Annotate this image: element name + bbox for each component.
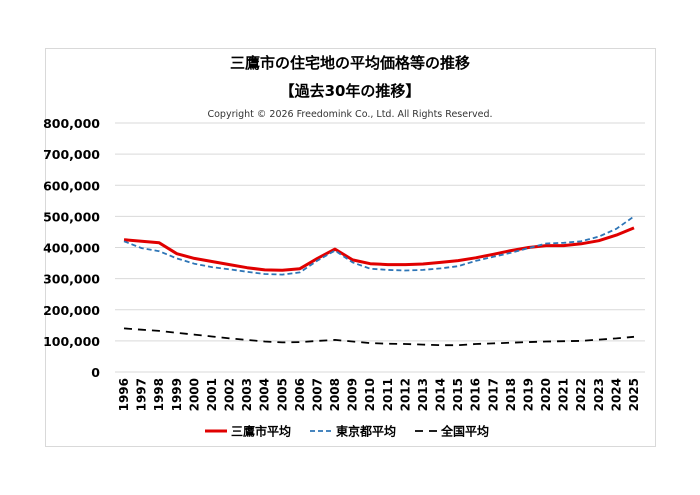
y-tick-label: 800,000 <box>43 116 100 131</box>
x-tick-label: 1997 <box>135 378 149 411</box>
x-tick-label: 2006 <box>293 378 307 411</box>
x-tick-label: 2005 <box>275 378 289 411</box>
x-tick-label: 2021 <box>557 378 571 411</box>
y-tick-label: 700,000 <box>43 147 100 162</box>
x-tick-label: 2020 <box>539 378 553 411</box>
x-tick-label: 1998 <box>152 378 166 411</box>
series-line-2 <box>123 327 635 347</box>
x-tick-label: 2001 <box>205 378 219 411</box>
x-tick-label: 2023 <box>592 378 606 411</box>
x-tick-label: 1996 <box>117 378 131 411</box>
x-tick-label: 2000 <box>187 378 201 411</box>
y-tick-label: 600,000 <box>43 178 100 193</box>
x-tick-label: 2024 <box>609 378 623 411</box>
legend-label: 全国平均 <box>440 424 489 439</box>
x-tick-label: 2010 <box>363 378 377 411</box>
series-line-1 <box>123 215 635 276</box>
legend-label: 東京都平均 <box>336 424 396 439</box>
x-tick-label: 2017 <box>486 378 500 411</box>
y-tick-label: 500,000 <box>43 209 100 224</box>
x-tick-label: 2004 <box>258 378 272 411</box>
x-tick-label: 2014 <box>434 378 448 411</box>
chart-title: 三鷹市の住宅地の平均価格等の推移 <box>230 54 470 72</box>
x-tick-label: 2022 <box>574 378 588 411</box>
x-tick-label: 2018 <box>504 378 518 411</box>
series-line-0 <box>123 226 635 272</box>
x-tick-label: 1999 <box>170 378 184 411</box>
x-tick-label: 2013 <box>416 378 430 411</box>
x-tick-label: 2009 <box>346 378 360 411</box>
x-tick-label: 2007 <box>310 378 324 411</box>
x-tick-label: 2011 <box>381 378 395 411</box>
x-tick-label: 2025 <box>627 378 641 411</box>
y-tick-label: 400,000 <box>43 241 100 256</box>
chart-subtitle: 【過去30年の推移】 <box>280 82 421 100</box>
y-tick-label: 300,000 <box>43 272 100 287</box>
copyright-text: Copyright © 2026 Freedomink Co., Ltd. Al… <box>207 109 492 120</box>
y-tick-label: 200,000 <box>43 303 100 318</box>
x-tick-label: 2003 <box>240 378 254 411</box>
x-tick-label: 2008 <box>328 378 342 411</box>
x-tick-label: 2015 <box>451 378 465 411</box>
legend-label: 三鷹市平均 <box>231 424 291 439</box>
y-tick-label: 100,000 <box>43 334 100 349</box>
x-tick-label: 2019 <box>521 378 535 411</box>
x-tick-label: 2002 <box>223 378 237 411</box>
x-tick-label: 2016 <box>469 378 483 411</box>
x-tick-label: 2012 <box>398 378 412 411</box>
y-tick-label: 0 <box>91 365 100 380</box>
